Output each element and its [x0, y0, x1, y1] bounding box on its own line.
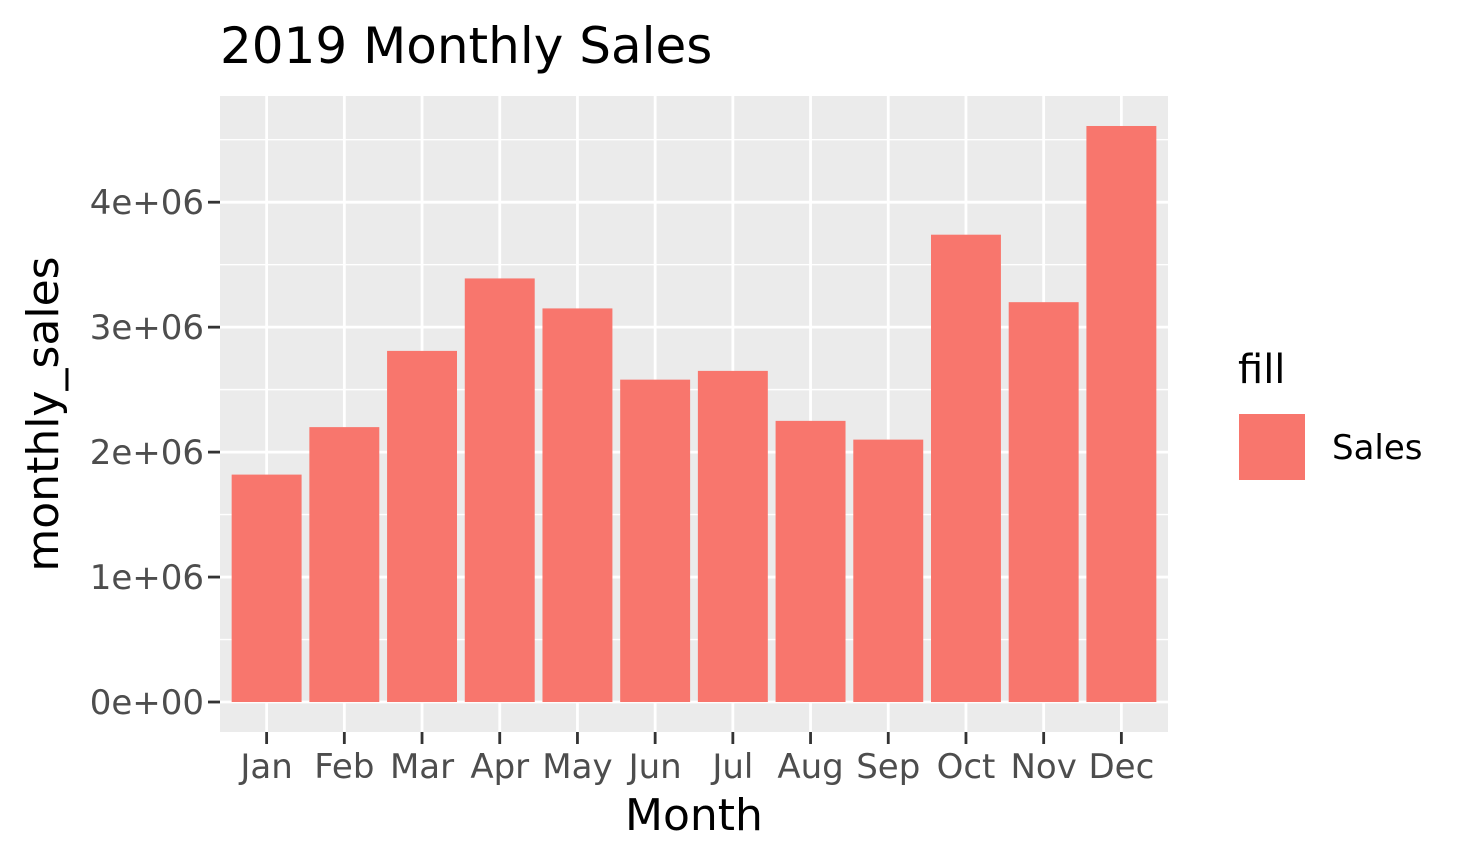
y-axis: 0e+00 1e+06 2e+06 3e+06 4e+06	[90, 183, 220, 723]
legend: fill Sales	[1237, 347, 1423, 482]
legend-title: fill	[1238, 347, 1285, 393]
x-axis-title: Month	[625, 790, 763, 841]
x-tick-label-aug: Aug	[777, 747, 843, 787]
y-tick-label-2: 2e+06	[90, 433, 204, 473]
bars	[231, 125, 1157, 703]
x-tick-label-apr: Apr	[470, 747, 529, 787]
x-tick-label-feb: Feb	[314, 747, 374, 787]
y-axis-title: monthly_sales	[18, 256, 69, 571]
bar-feb	[309, 427, 380, 703]
bar-dec	[1086, 125, 1157, 703]
x-tick-label-jun: Jun	[627, 747, 682, 787]
legend-label-sales: Sales	[1332, 428, 1423, 468]
x-tick-label-jan: Jan	[238, 747, 292, 787]
bar-apr	[464, 278, 535, 703]
x-tick-label-jul: Jul	[710, 747, 753, 787]
bar-may	[542, 308, 613, 703]
x-tick-label-sep: Sep	[856, 747, 920, 787]
x-axis: Jan Feb Mar Apr May Jun Jul Aug Sep Oct Nov Dec	[238, 732, 1154, 787]
y-tick-label-4: 4e+06	[90, 183, 204, 223]
y-tick-label-0: 0e+00	[90, 683, 204, 723]
x-tick-label-may: May	[542, 747, 612, 787]
bar-aug	[775, 420, 846, 703]
bar-mar	[387, 350, 457, 703]
bar-jan	[231, 474, 302, 703]
x-tick-label-nov: Nov	[1010, 747, 1076, 787]
chart-title: 2019 Monthly Sales	[220, 17, 712, 75]
bar-sep	[853, 439, 924, 703]
bar-oct	[931, 234, 1001, 703]
x-tick-label-mar: Mar	[390, 747, 454, 787]
bar-nov	[1008, 302, 1079, 703]
bar-jun	[620, 379, 691, 703]
bar-jul	[697, 370, 768, 703]
y-tick-label-1: 1e+06	[90, 558, 204, 598]
x-tick-label-oct: Oct	[937, 747, 996, 787]
y-tick-label-3: 3e+06	[90, 308, 204, 348]
legend-key-sales	[1237, 412, 1307, 482]
x-tick-label-dec: Dec	[1088, 747, 1154, 787]
